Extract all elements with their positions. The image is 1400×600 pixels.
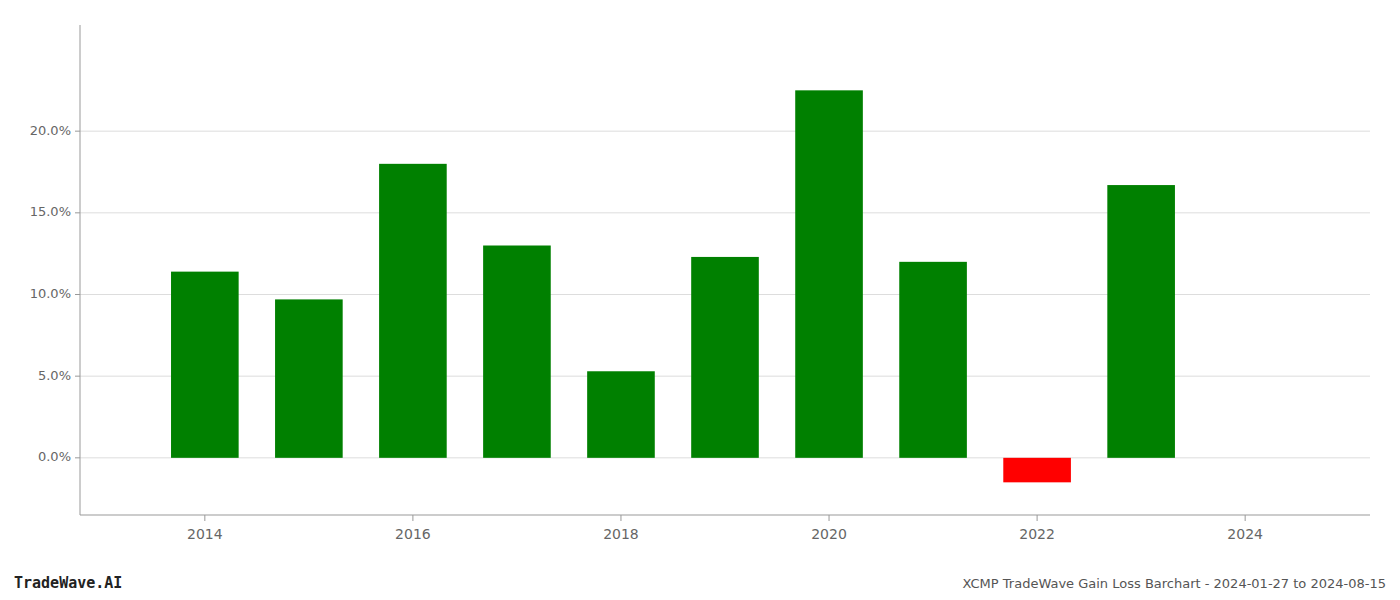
x-tick (620, 515, 621, 521)
x-tick-label: 2016 (395, 526, 431, 542)
y-tick-label: 10.0% (30, 286, 71, 301)
y-tick (75, 131, 80, 132)
bar (171, 272, 239, 458)
bar (899, 262, 967, 458)
bar (379, 164, 447, 458)
bar (275, 299, 343, 457)
x-tick-label: 2018 (603, 526, 639, 542)
y-tick (75, 457, 80, 458)
footer-right: XCMP TradeWave Gain Loss Barchart - 2024… (963, 576, 1386, 591)
background (0, 0, 1400, 600)
y-grid (80, 131, 1370, 458)
x-tick (1245, 515, 1246, 521)
x-tick-label: 2014 (187, 526, 223, 542)
y-tick-label: 5.0% (38, 368, 71, 383)
bar (795, 90, 863, 458)
y-tick (75, 212, 80, 213)
bars (171, 90, 1175, 482)
grid-line (80, 131, 1370, 132)
x-tick-label: 2020 (811, 526, 847, 542)
x-tick (829, 515, 830, 521)
bar (483, 246, 551, 458)
chart-svg: 0.0%5.0%10.0%15.0%20.0%20142016201820202… (0, 0, 1400, 600)
x-tick (412, 515, 413, 521)
y-tick-label: 15.0% (30, 204, 71, 219)
y-axis: 0.0% 5.0% 10.0% 15.0% 20.0% (30, 25, 80, 515)
bar (1003, 458, 1071, 483)
x-tick (1037, 515, 1038, 521)
bar (691, 257, 759, 458)
x-tick-label: 2024 (1227, 526, 1263, 542)
grid-line (80, 212, 1370, 213)
y-axis-line (80, 25, 81, 515)
x-tick-label: 2022 (1019, 526, 1055, 542)
x-axis-line (80, 515, 1370, 516)
y-tick (75, 376, 80, 377)
bar (1107, 185, 1175, 458)
y-tick-label: 20.0% (30, 123, 71, 138)
bar (587, 371, 655, 458)
x-axis: 2014 2016 2018 2020 2022 2024 (80, 515, 1370, 542)
footer: TradeWave.AI XCMP TradeWave Gain Loss Bar… (14, 574, 1386, 592)
x-tick (204, 515, 205, 521)
y-tick-label: 0.0% (38, 449, 71, 464)
y-tick (75, 294, 80, 295)
footer-left: TradeWave.AI (14, 574, 122, 592)
chart-container: 0.0%5.0%10.0%15.0%20.0%20142016201820202… (0, 0, 1400, 600)
